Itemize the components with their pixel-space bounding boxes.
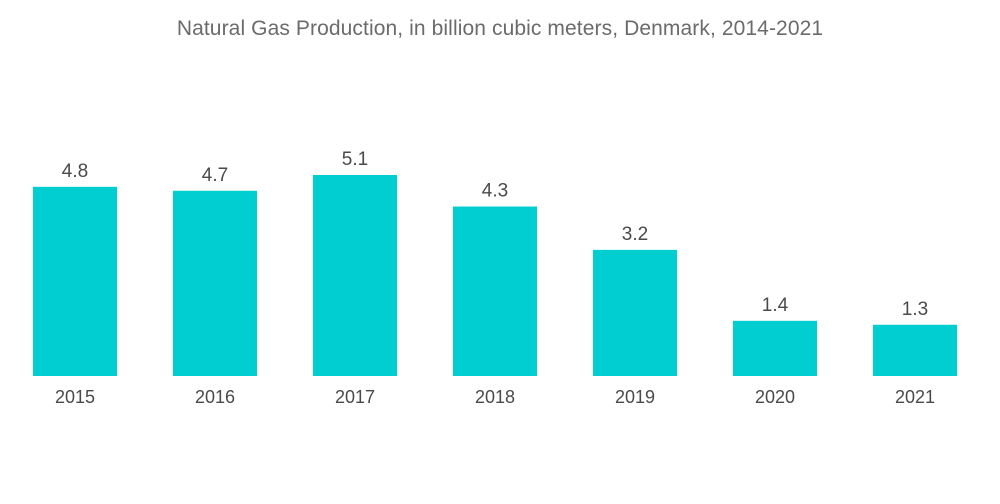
data-label-2017: 5.1 (342, 149, 368, 170)
bar-2015 (33, 186, 117, 376)
x-tick-label-2019: 2019 (615, 387, 655, 407)
chart-title: Natural Gas Production, in billion cubic… (176, 17, 824, 40)
data-label-2016: 4.7 (202, 165, 228, 186)
bar-2019 (593, 249, 677, 376)
data-label-2018: 4.3 (482, 181, 508, 202)
bar-2017 (313, 175, 397, 376)
data-label-2021: 1.3 (902, 299, 928, 320)
x-tick-label-2016: 2016 (195, 387, 235, 407)
x-tick-label-2020: 2020 (755, 387, 795, 407)
x-tick-label-2015: 2015 (55, 387, 95, 407)
bar-2018 (453, 206, 537, 376)
x-tick-label-2017: 2017 (335, 387, 375, 407)
bar-2020 (733, 320, 817, 376)
data-label-2019: 3.2 (622, 224, 648, 245)
bar-2016 (173, 190, 257, 376)
data-label-2015: 4.8 (62, 161, 88, 182)
x-tick-label-2018: 2018 (475, 387, 515, 407)
x-tick-label-2021: 2021 (895, 387, 935, 407)
data-label-2020: 1.4 (762, 295, 789, 316)
bar-2021 (873, 324, 957, 376)
